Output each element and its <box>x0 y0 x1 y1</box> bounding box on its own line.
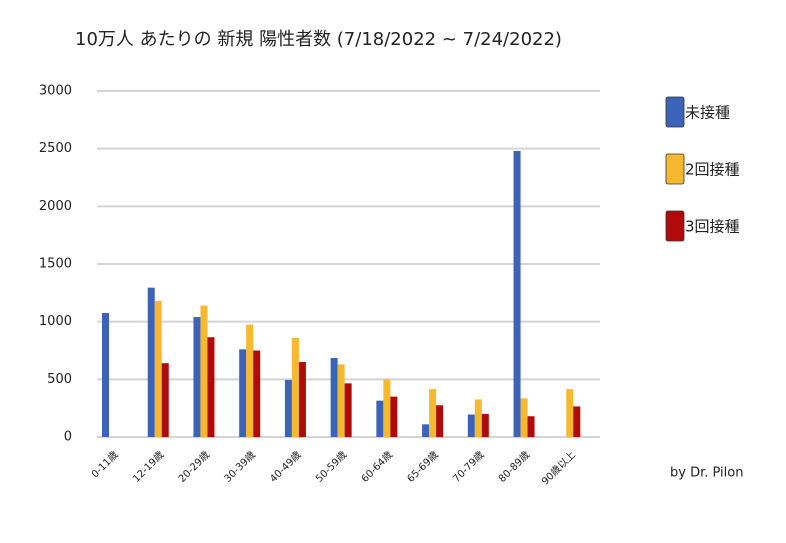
x-tick-label: 50-59歳 <box>313 449 349 485</box>
x-tick-label: 30-39歳 <box>222 449 258 485</box>
bar <box>291 337 299 437</box>
bar <box>253 350 261 437</box>
x-tick-label: 40-49歳 <box>268 449 304 485</box>
bar <box>566 389 574 437</box>
y-tick-label: 3000 <box>39 84 72 99</box>
bar <box>513 150 521 437</box>
legend-label: 2回接種 <box>685 161 740 179</box>
bar <box>436 405 444 437</box>
bar <box>154 300 162 437</box>
y-tick-label: 500 <box>47 372 72 387</box>
x-tick-label: 80-89歳 <box>496 449 532 485</box>
bar <box>474 399 482 437</box>
y-tick-label: 2000 <box>39 199 72 214</box>
y-tick-label: 1500 <box>39 257 72 272</box>
bar <box>102 313 109 437</box>
bar <box>376 400 384 437</box>
bar <box>193 317 201 437</box>
x-tick-label: 90歳以上 <box>539 449 578 488</box>
credit: by Dr. Pilon <box>670 466 743 481</box>
x-tick-label: 60-64歳 <box>359 449 395 485</box>
bar <box>520 398 528 437</box>
bar <box>298 362 306 437</box>
x-tick-label: 20-29歳 <box>176 449 212 485</box>
bar <box>429 389 437 437</box>
x-tick-label: 65-69歳 <box>405 449 441 485</box>
bar <box>527 416 535 437</box>
bar <box>284 379 292 437</box>
bar <box>390 396 398 437</box>
bar <box>383 379 391 437</box>
bar <box>573 406 581 437</box>
legend-swatch <box>665 96 685 128</box>
bar <box>147 287 155 437</box>
legend-swatch <box>665 153 685 185</box>
bar <box>246 324 254 437</box>
y-tick-label: 1000 <box>39 314 72 329</box>
x-tick-label: 70-79歳 <box>450 449 486 485</box>
bar <box>467 414 475 437</box>
bar <box>330 357 338 437</box>
bar <box>239 349 247 437</box>
bar <box>344 383 352 437</box>
y-tick-label: 0 <box>64 430 72 445</box>
bar <box>200 305 208 437</box>
bar <box>207 337 215 437</box>
x-tick-label: 12-19歳 <box>130 449 166 485</box>
bar <box>481 413 489 437</box>
bar <box>422 424 430 437</box>
x-tick-label: 0-11歳 <box>89 449 121 481</box>
legend-swatch <box>665 210 685 242</box>
chart-title: 10万人 あたりの 新規 陽性者数 (7/18/2022 ~ 7/24/2022… <box>75 29 562 50</box>
bar <box>161 363 169 437</box>
legend-label: 未接種 <box>685 104 730 122</box>
bar <box>337 364 345 437</box>
y-tick-label: 2500 <box>39 141 72 156</box>
legend-label: 3回接種 <box>685 218 740 236</box>
